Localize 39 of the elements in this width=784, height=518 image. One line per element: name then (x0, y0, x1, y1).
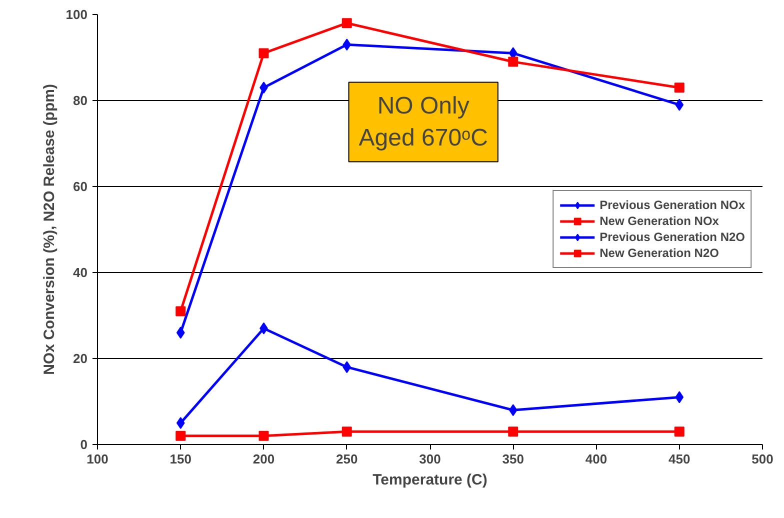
x-tick-label: 150 (170, 452, 192, 466)
legend-label: Previous Generation NOx (600, 197, 745, 213)
point (675, 98, 684, 111)
point (258, 48, 269, 58)
x-tick-label: 450 (668, 452, 690, 466)
x-tick-label: 250 (336, 452, 358, 466)
point (674, 82, 684, 93)
point (508, 56, 518, 67)
point (342, 38, 352, 51)
point (176, 306, 186, 316)
point (674, 426, 684, 437)
x-tick-label: 200 (252, 452, 275, 466)
legend-label: New Generation N2O (600, 245, 719, 261)
point (675, 391, 684, 404)
point (508, 426, 518, 437)
y-axis-title: NOx Conversion (%), N2O Release (ppm) (40, 84, 58, 375)
point (342, 18, 352, 28)
y-tick-label: 60 (73, 179, 88, 194)
legend-label: New Generation NOx (600, 213, 719, 229)
x-tick-label: 400 (585, 452, 608, 466)
point (342, 361, 352, 374)
y-tick-label: 20 (73, 351, 88, 366)
point (176, 326, 185, 339)
point (342, 426, 352, 437)
point (508, 404, 518, 416)
legend-label: Previous Generation N2O (600, 229, 745, 245)
y-tick-label: 40 (73, 265, 88, 280)
x-tick-label: 300 (419, 452, 441, 466)
point (258, 430, 269, 441)
x-axis-title: Temperature (C) (372, 472, 488, 488)
annotation: NO Only Aged 670ᵒC (358, 92, 488, 152)
y-tick-label: 0 (80, 437, 88, 452)
point (176, 417, 185, 429)
x-tick-label: 500 (752, 452, 774, 466)
y-tick-label: 100 (66, 7, 88, 22)
point (176, 430, 186, 441)
x-tick-label: 350 (502, 452, 524, 466)
y-tick-label: 80 (73, 93, 88, 108)
x-tick-label: 100 (86, 452, 108, 466)
